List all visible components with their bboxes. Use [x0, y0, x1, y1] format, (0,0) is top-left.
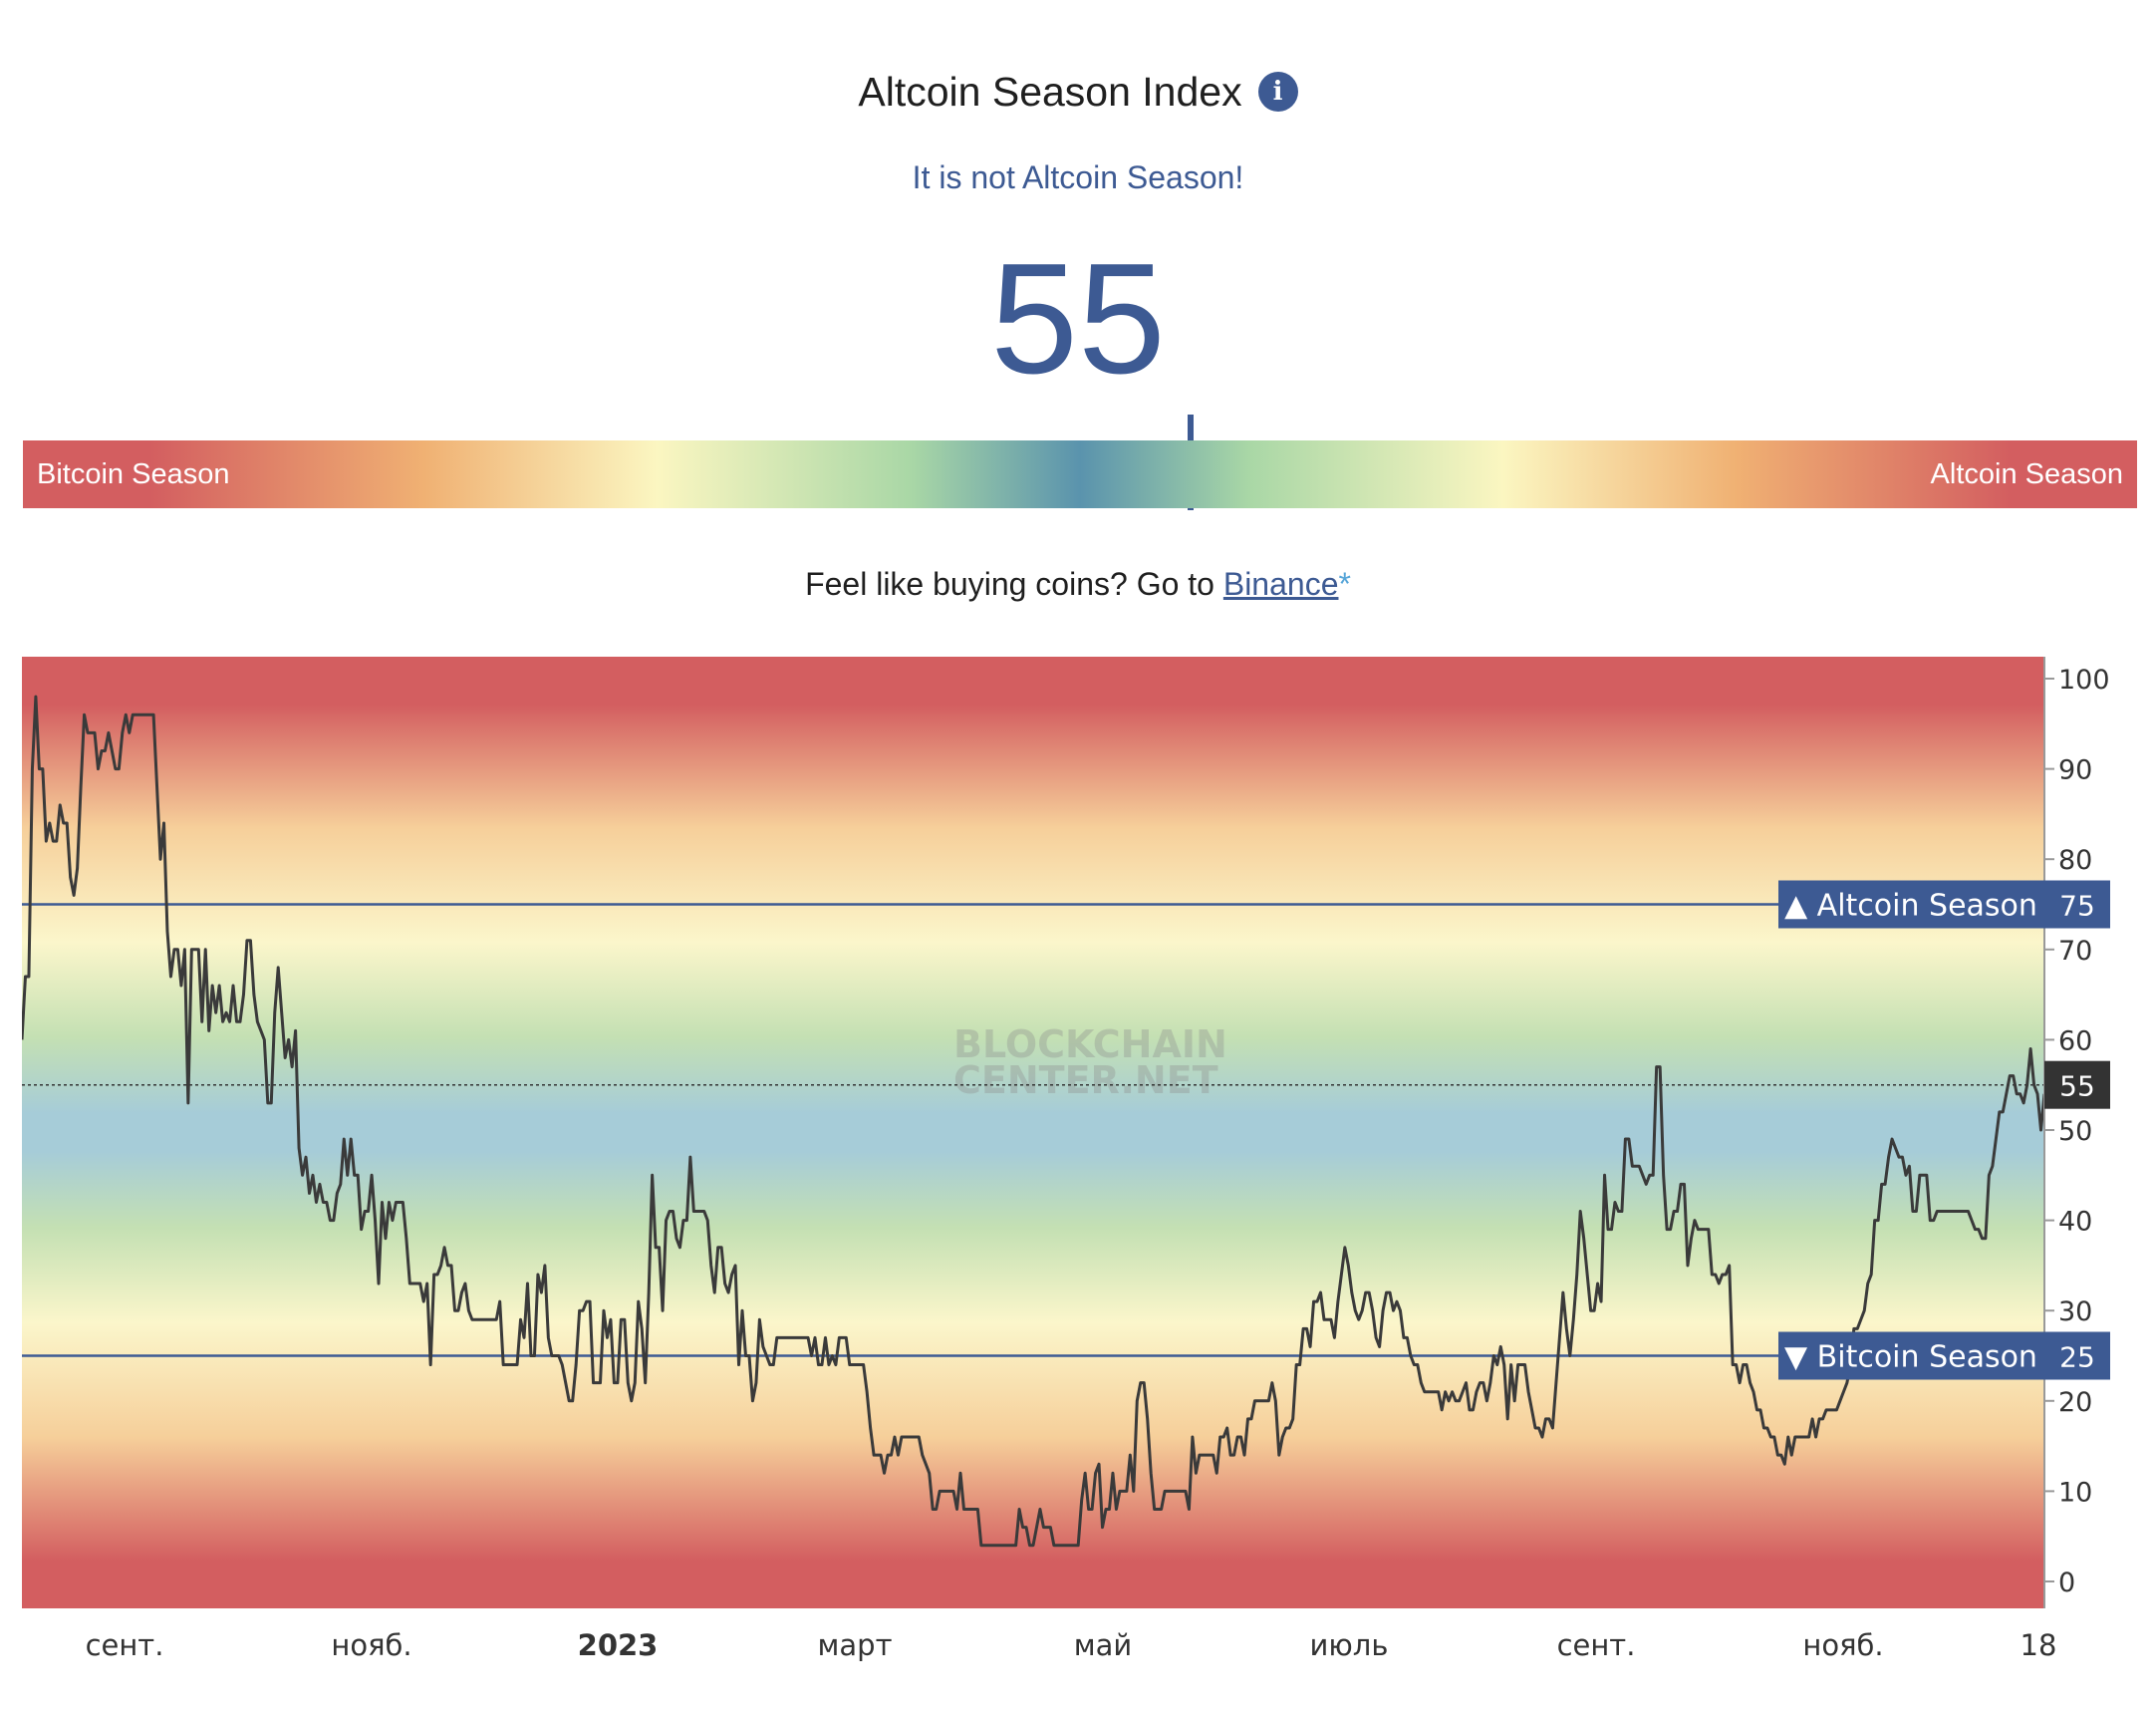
y-tick-label: 60: [2058, 1025, 2092, 1056]
title-text: Altcoin Season Index: [858, 68, 1242, 115]
y-tick-label: 50: [2058, 1116, 2092, 1147]
index-chart-svg[interactable]: BLOCKCHAIN CENTER.NET 0 10 20 30 40 50 60 70 80 9…: [20, 653, 2156, 1669]
reference-label-box: [1778, 1331, 2044, 1380]
watermark-line-1: BLOCKCHAIN: [953, 1022, 1227, 1066]
series-line: [20, 695, 2046, 1548]
current-value-box: [2044, 1060, 2110, 1109]
x-tick-label: май: [1074, 1628, 1133, 1662]
x-tick-label: нояб.: [331, 1628, 411, 1662]
page-title: Altcoin Season Index i: [0, 62, 2156, 122]
watermark-line-2: CENTER.NET: [953, 1058, 1218, 1102]
index-chart[interactable]: BLOCKCHAIN CENTER.NET 0 10 20 30 40 50 60 70 80 9…: [20, 653, 2156, 1669]
binance-link[interactable]: Binance: [1222, 566, 1339, 602]
binance-promo: Feel like buying coins? Go to Binance*: [0, 566, 2156, 603]
reference-label-text: ▲ Altcoin Season: [1784, 889, 2037, 924]
reference-label-text: ▼ Bitcoin Season: [1784, 1340, 2037, 1375]
gauge-right-label: Altcoin Season: [1930, 458, 2123, 490]
y-tick-label: 10: [2058, 1477, 2092, 1508]
x-tick-label: март: [818, 1628, 893, 1662]
promo-asterisk: *: [1338, 566, 1351, 602]
reference-value-box: [2044, 880, 2110, 929]
y-tick-label: 80: [2058, 845, 2092, 876]
season-status: It is not Altcoin Season!: [912, 159, 1244, 195]
gauge-left-label: Bitcoin Season: [37, 458, 230, 490]
y-tick-label: 90: [2058, 755, 2092, 786]
reference-value-box: [2044, 1331, 2110, 1380]
info-icon[interactable]: i: [1257, 72, 1298, 112]
reference-value-text: 25: [2059, 1341, 2095, 1374]
y-tick-label: 70: [2058, 936, 2092, 967]
reference-label-25: ▼ Bitcoin Season 25: [1778, 1331, 2110, 1380]
reference-label-75: ▲ Altcoin Season 75: [1778, 880, 2110, 929]
x-tick-label: сент.: [1557, 1628, 1636, 1662]
x-tick-label: сент.: [86, 1628, 164, 1662]
y-tick-label: 20: [2058, 1387, 2092, 1418]
current-value-text: 55: [2059, 1070, 2095, 1103]
reference-label-box: [1778, 880, 2044, 929]
y-tick-label: 40: [2058, 1207, 2092, 1238]
plot-background: [22, 657, 2044, 1608]
x-tick-label: июль: [1310, 1628, 1389, 1662]
season-gauge: Bitcoin Season Altcoin Season: [23, 440, 2137, 508]
y-tick-label: 100: [2058, 665, 2110, 696]
y-tick-label: 30: [2058, 1296, 2092, 1327]
y-tick-label: 0: [2058, 1568, 2075, 1598]
promo-prefix: Feel like buying coins? Go to: [805, 566, 1223, 602]
x-tick-label: нояб.: [1802, 1628, 1883, 1662]
watermark: BLOCKCHAIN CENTER.NET: [953, 1022, 1227, 1102]
x-tick-label: 18: [2021, 1628, 2057, 1662]
index-value: 55: [990, 231, 1166, 407]
x-tick-label: 2023: [578, 1628, 659, 1662]
current-value-badge: 55: [2044, 1060, 2110, 1109]
reference-value-text: 75: [2059, 890, 2095, 923]
